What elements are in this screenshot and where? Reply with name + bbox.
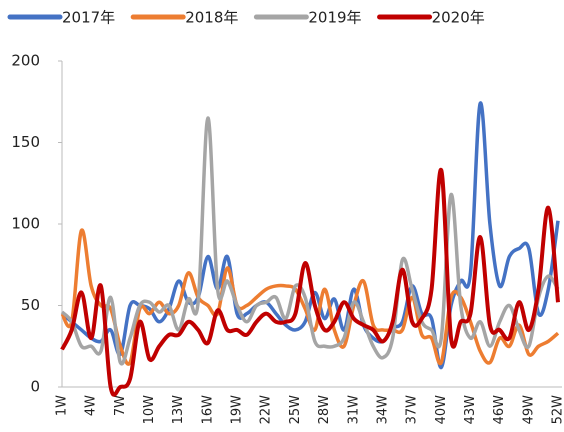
legend-label: 2017年: [62, 9, 115, 27]
x-tick-label: 13W: [171, 395, 186, 425]
x-tick-label: 49W: [521, 395, 536, 425]
legend-label: 2019年: [308, 9, 361, 27]
series-line: [60, 116, 560, 366]
x-tick-label: 34W: [375, 395, 390, 425]
y-tick-label: 200: [11, 52, 40, 70]
x-tick-label: 22W: [259, 395, 274, 425]
x-tick-label: 37W: [405, 395, 420, 425]
legend-label: 2020年: [432, 9, 485, 27]
y-tick-label: 100: [11, 215, 40, 233]
x-tick-label: 28W: [317, 395, 332, 425]
x-tick-label: 16W: [200, 395, 215, 425]
x-tick-label: 40W: [434, 395, 449, 425]
y-tick-label: 0: [30, 378, 40, 396]
x-tick-label: 25W: [288, 395, 303, 425]
series-line: [60, 168, 560, 397]
legend-label: 2018年: [185, 9, 238, 27]
x-tick-label: 19W: [230, 395, 245, 425]
x-tick-label: 1W: [55, 395, 70, 416]
x-tick-label: 7W: [113, 395, 128, 416]
x-tick-label: 10W: [142, 395, 157, 425]
x-tick-label: 46W: [492, 395, 507, 425]
x-tick-label: 43W: [463, 395, 478, 425]
x-tick-label: 4W: [84, 395, 99, 416]
y-tick-label: 50: [21, 296, 40, 314]
y-tick-label: 150: [11, 133, 40, 151]
x-tick-label: 52W: [551, 395, 564, 425]
x-tick-label: 31W: [346, 395, 361, 425]
series-line: [60, 101, 560, 370]
